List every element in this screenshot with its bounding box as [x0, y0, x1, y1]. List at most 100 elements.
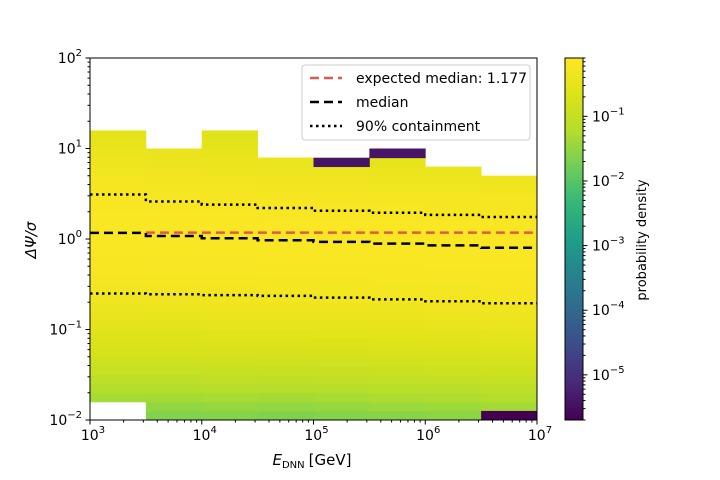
heatmap-cell — [425, 320, 482, 330]
heatmap-cell — [425, 184, 482, 195]
heatmap-cell — [481, 302, 537, 312]
heatmap-cell — [313, 193, 370, 204]
heatmap-cell — [369, 320, 426, 330]
heatmap-cell — [201, 166, 259, 177]
y-tick-label: 100 — [58, 229, 82, 248]
heatmap-cell — [481, 284, 537, 294]
heatmap-cell — [201, 284, 259, 294]
heatmap-cell — [481, 229, 537, 240]
heatmap-cell — [369, 275, 426, 285]
heatmap-cell — [90, 320, 147, 330]
heatmap-cell — [90, 175, 147, 186]
heatmap-cell — [369, 365, 426, 376]
heatmap-cell — [90, 392, 147, 403]
median-line — [90, 231, 537, 250]
heatmap-cell — [145, 157, 203, 167]
legend: expected median: 1.177 median 90% contai… — [301, 64, 531, 141]
heatmap-cell — [257, 184, 314, 195]
heatmap-cell — [90, 329, 147, 339]
heatmap-cell — [145, 392, 203, 403]
heatmap-cell — [369, 410, 426, 420]
heatmap-cell — [313, 410, 370, 420]
heatmap-cell — [257, 175, 314, 186]
colorbar-tick-label: 10−2 — [592, 171, 625, 190]
y-axis-ticks: 10−2 10−1 100 101 102 — [49, 48, 90, 429]
heatmap-cell — [369, 383, 426, 394]
heatmap-cell — [257, 229, 314, 240]
heatmap-cell — [425, 239, 482, 249]
heatmap-cell — [90, 157, 147, 167]
heatmap-cell — [201, 374, 259, 385]
heatmap-cell — [201, 139, 259, 149]
heatmap — [90, 130, 537, 420]
heatmap-cell — [201, 302, 259, 312]
heatmap-cell — [425, 257, 482, 267]
heatmap-cell — [425, 311, 482, 321]
heatmap-cell — [313, 392, 370, 403]
heatmap-cell — [313, 365, 370, 376]
heatmap-cell — [369, 374, 426, 385]
heatmap-cell — [425, 220, 482, 231]
heatmap-cell — [481, 293, 537, 303]
heatmap-cell — [313, 211, 370, 222]
heatmap-cell — [145, 302, 203, 312]
heatmap-cell — [145, 275, 203, 285]
heatmap-cell — [369, 266, 426, 276]
heatmap-cell — [201, 401, 259, 412]
heatmap-cell — [201, 356, 259, 367]
heatmap-cell — [481, 392, 537, 403]
legend-box — [301, 64, 531, 141]
heatmap-cell — [201, 248, 259, 258]
heatmap-cell — [145, 329, 203, 339]
heatmap-cell — [425, 202, 482, 213]
heatmap-cell — [481, 239, 537, 249]
heatmap-cell — [201, 202, 259, 213]
heatmap-cell — [145, 374, 203, 385]
heatmap-cell — [481, 329, 537, 339]
heatmap-cell — [481, 311, 537, 321]
heatmap-cell — [145, 229, 203, 240]
heatmap-cell — [313, 166, 370, 177]
heatmap-cell — [90, 356, 147, 367]
heatmap-cell — [257, 410, 314, 420]
colorbar-tick-label: 10−5 — [592, 365, 625, 384]
containment-upper-line — [90, 193, 537, 219]
heatmap-cell — [257, 329, 314, 339]
heatmap-cell — [90, 139, 147, 149]
heatmap-cell — [369, 347, 426, 358]
heatmap-cell — [90, 166, 147, 177]
heatmap-cell — [90, 239, 147, 249]
heatmap-cell — [425, 275, 482, 285]
heatmap-cell — [425, 338, 482, 348]
x-tick-label: 107 — [528, 425, 552, 444]
heatmap-cell — [201, 392, 259, 403]
heatmap-cell — [145, 365, 203, 376]
overlay-lines — [90, 193, 537, 305]
heatmap-cell — [425, 293, 482, 303]
heatmap-cell — [201, 184, 259, 195]
heatmap-cell — [145, 311, 203, 321]
heatmap-cell — [145, 383, 203, 394]
heatmap-cell — [369, 211, 426, 222]
heatmap-cell — [481, 202, 537, 213]
heatmap-cell — [481, 184, 537, 195]
containment-lower-line — [90, 292, 537, 305]
heatmap-cell — [425, 365, 482, 376]
heatmap-cell — [201, 229, 259, 240]
heatmap-cell — [369, 202, 426, 213]
heatmap-cell — [201, 257, 259, 267]
y-axis-label: ΔΨ/σ — [22, 221, 40, 259]
heatmap-cell — [90, 184, 147, 195]
heatmap-cell — [145, 266, 203, 276]
heatmap-cell — [369, 293, 426, 303]
legend-containment-label: 90% containment — [356, 119, 481, 135]
heatmap-cell — [145, 166, 203, 177]
colorbar-tick-label: 10−4 — [592, 300, 625, 319]
heatmap-cell — [481, 266, 537, 276]
heatmap-cell — [425, 356, 482, 367]
heatmap-cell — [145, 202, 203, 213]
heatmap-cell — [201, 157, 259, 167]
heatmap-cell — [90, 229, 147, 240]
heatmap-cell — [313, 293, 370, 303]
heatmap-cell — [201, 347, 259, 358]
